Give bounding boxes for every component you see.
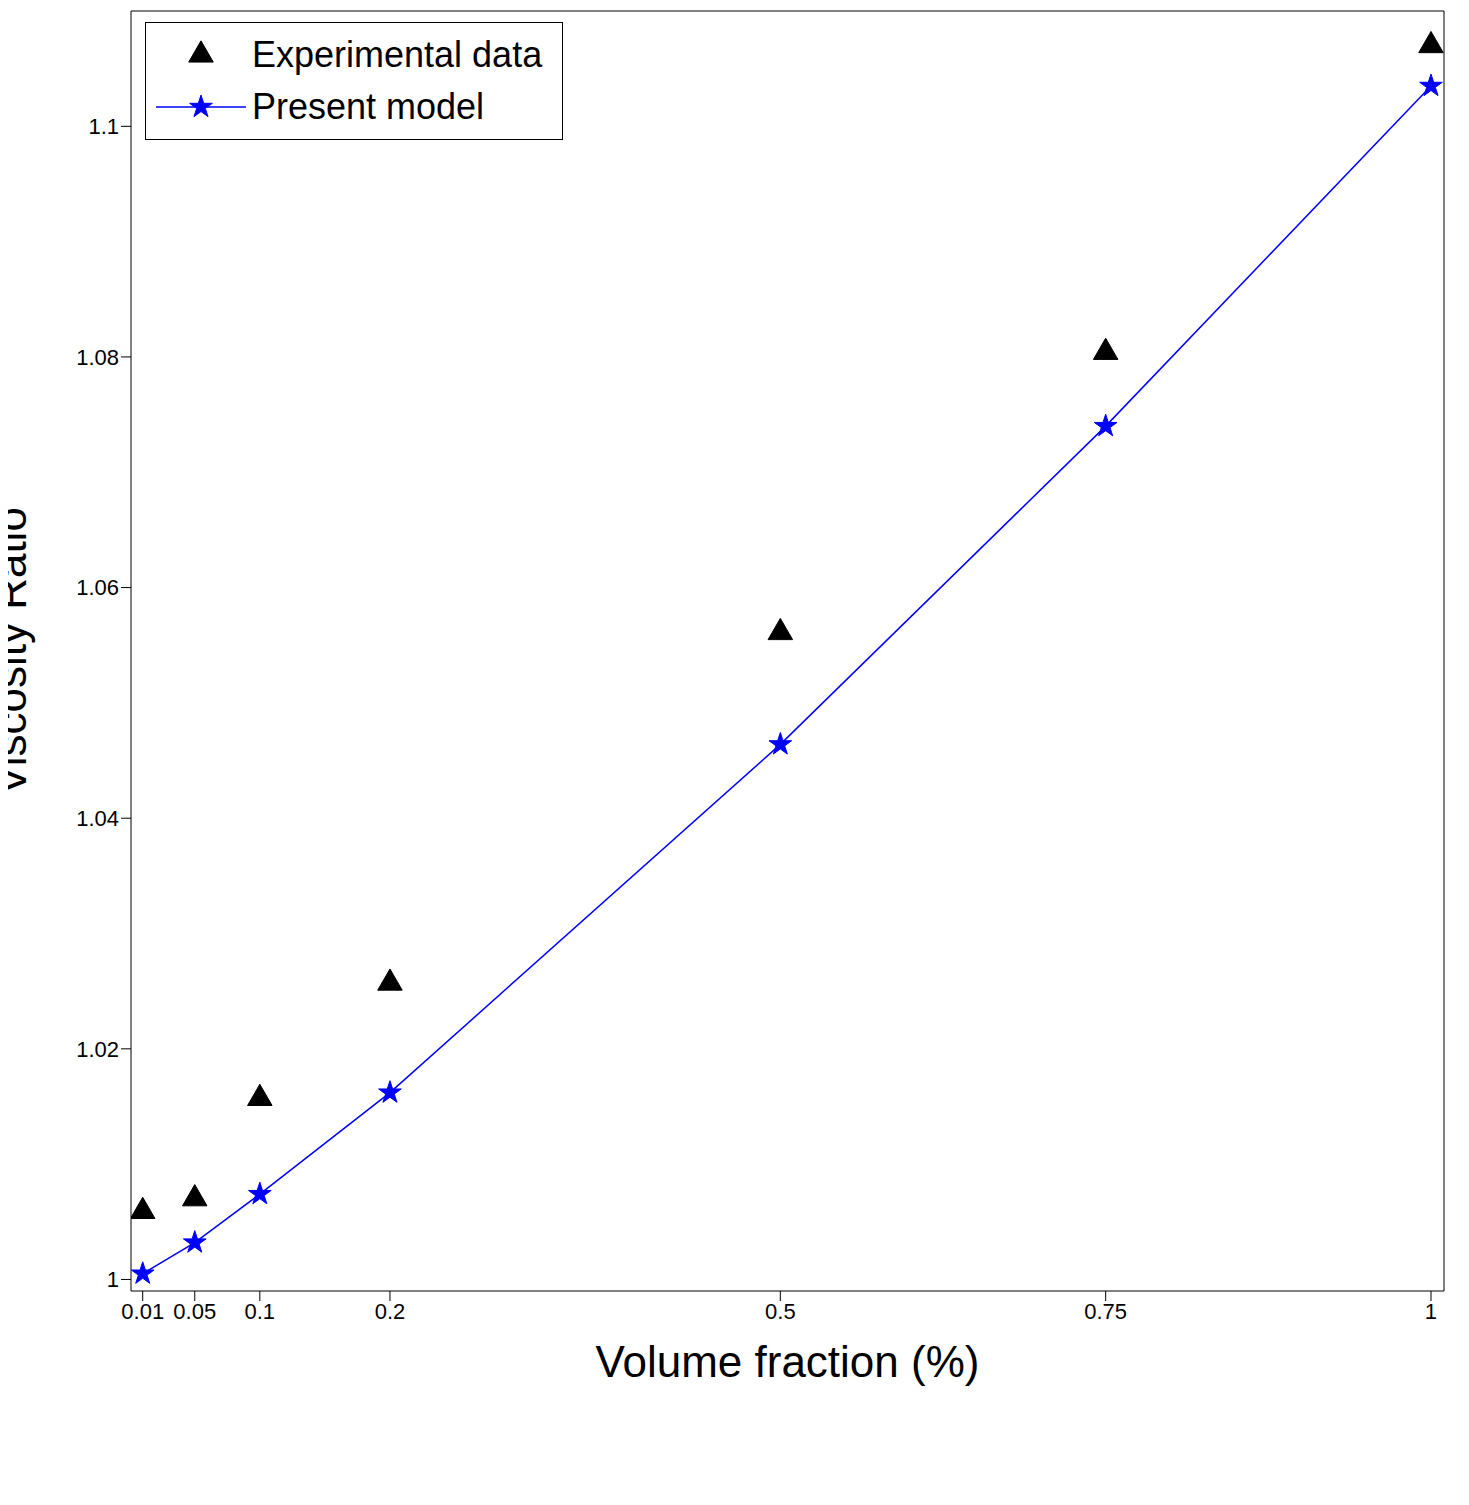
svg-text:1.04: 1.04 [76,806,119,831]
svg-text:1.06: 1.06 [76,575,119,600]
html-text:Experimental data: Experimental data [252,34,543,75]
svg-text:0.05: 0.05 [173,1299,216,1324]
svg-text:1.02: 1.02 [76,1037,119,1062]
svg-text:0.01: 0.01 [121,1299,164,1324]
svg-text:0.75: 0.75 [1084,1299,1127,1324]
svg-text:0.1: 0.1 [245,1299,276,1324]
svg-text:1.1: 1.1 [88,114,119,139]
svg-text:Viscosity Ratio: Viscosity Ratio [8,507,35,795]
svg-text:0.5: 0.5 [765,1299,796,1324]
svg-text:Volume fraction (%): Volume fraction (%) [596,1337,980,1386]
svg-text:1: 1 [107,1267,119,1292]
svg-text:1.08: 1.08 [76,345,119,370]
svg-text:0.2: 0.2 [375,1299,406,1324]
html-text:Present model: Present model [252,86,485,127]
svg-text:1: 1 [1425,1299,1437,1324]
